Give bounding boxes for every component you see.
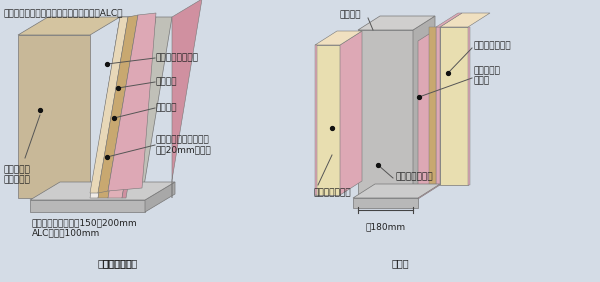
Polygon shape: [145, 182, 175, 212]
Text: 約180mm: 約180mm: [365, 222, 406, 231]
Text: コンクリート壁（バルコニー、廀下面はALC）: コンクリート壁（バルコニー、廀下面はALC）: [3, 8, 122, 17]
Polygon shape: [30, 182, 175, 200]
Polygon shape: [440, 27, 468, 185]
Polygon shape: [358, 30, 413, 195]
Polygon shape: [340, 31, 362, 195]
Text: タイル又は
吹付タイル: タイル又は 吹付タイル: [3, 165, 30, 184]
Text: プラスター
ボード: プラスター ボード: [474, 66, 501, 86]
Polygon shape: [172, 0, 202, 198]
Text: コンクリート壁：約150～200mm
ALC壁：約100mm: コンクリート壁：約150～200mm ALC壁：約100mm: [32, 218, 137, 237]
Polygon shape: [18, 17, 120, 35]
Text: プラスターボード: プラスターボード: [156, 54, 199, 63]
Text: 外壁（裏側）: 外壁（裏側）: [97, 258, 133, 268]
Polygon shape: [353, 184, 440, 198]
Text: ビニールクロス: ビニールクロス: [313, 188, 350, 197]
Polygon shape: [122, 17, 156, 198]
Polygon shape: [90, 17, 172, 198]
Polygon shape: [429, 27, 436, 185]
Polygon shape: [418, 27, 440, 199]
Polygon shape: [436, 27, 440, 185]
Polygon shape: [468, 27, 470, 185]
Text: コンクリート壁: コンクリート壁: [395, 173, 433, 182]
Polygon shape: [353, 198, 418, 208]
Text: 発泡ウレタンフォーム
（絀20mm吹付）: 発泡ウレタンフォーム （絀20mm吹付）: [156, 135, 212, 155]
Text: ビニールクロス: ビニールクロス: [474, 41, 512, 50]
Polygon shape: [98, 17, 138, 198]
Polygon shape: [315, 31, 362, 45]
Polygon shape: [108, 13, 156, 191]
Polygon shape: [315, 45, 340, 195]
Text: 木軸下地: 木軸下地: [156, 103, 178, 113]
Polygon shape: [413, 16, 435, 195]
Text: 木軸下地: 木軸下地: [340, 10, 361, 19]
Text: 戸境壁: 戸境壁: [391, 258, 409, 268]
Polygon shape: [315, 45, 317, 195]
Polygon shape: [98, 15, 138, 193]
Polygon shape: [30, 200, 145, 212]
Polygon shape: [440, 13, 490, 27]
Text: クロス貴: クロス貴: [156, 78, 178, 87]
Polygon shape: [18, 35, 90, 198]
Polygon shape: [358, 16, 435, 30]
Text: 外壁（裏側）: 外壁（裏側）: [103, 258, 137, 268]
Polygon shape: [90, 17, 128, 193]
Polygon shape: [90, 17, 128, 198]
Polygon shape: [108, 17, 152, 198]
Polygon shape: [436, 13, 462, 27]
